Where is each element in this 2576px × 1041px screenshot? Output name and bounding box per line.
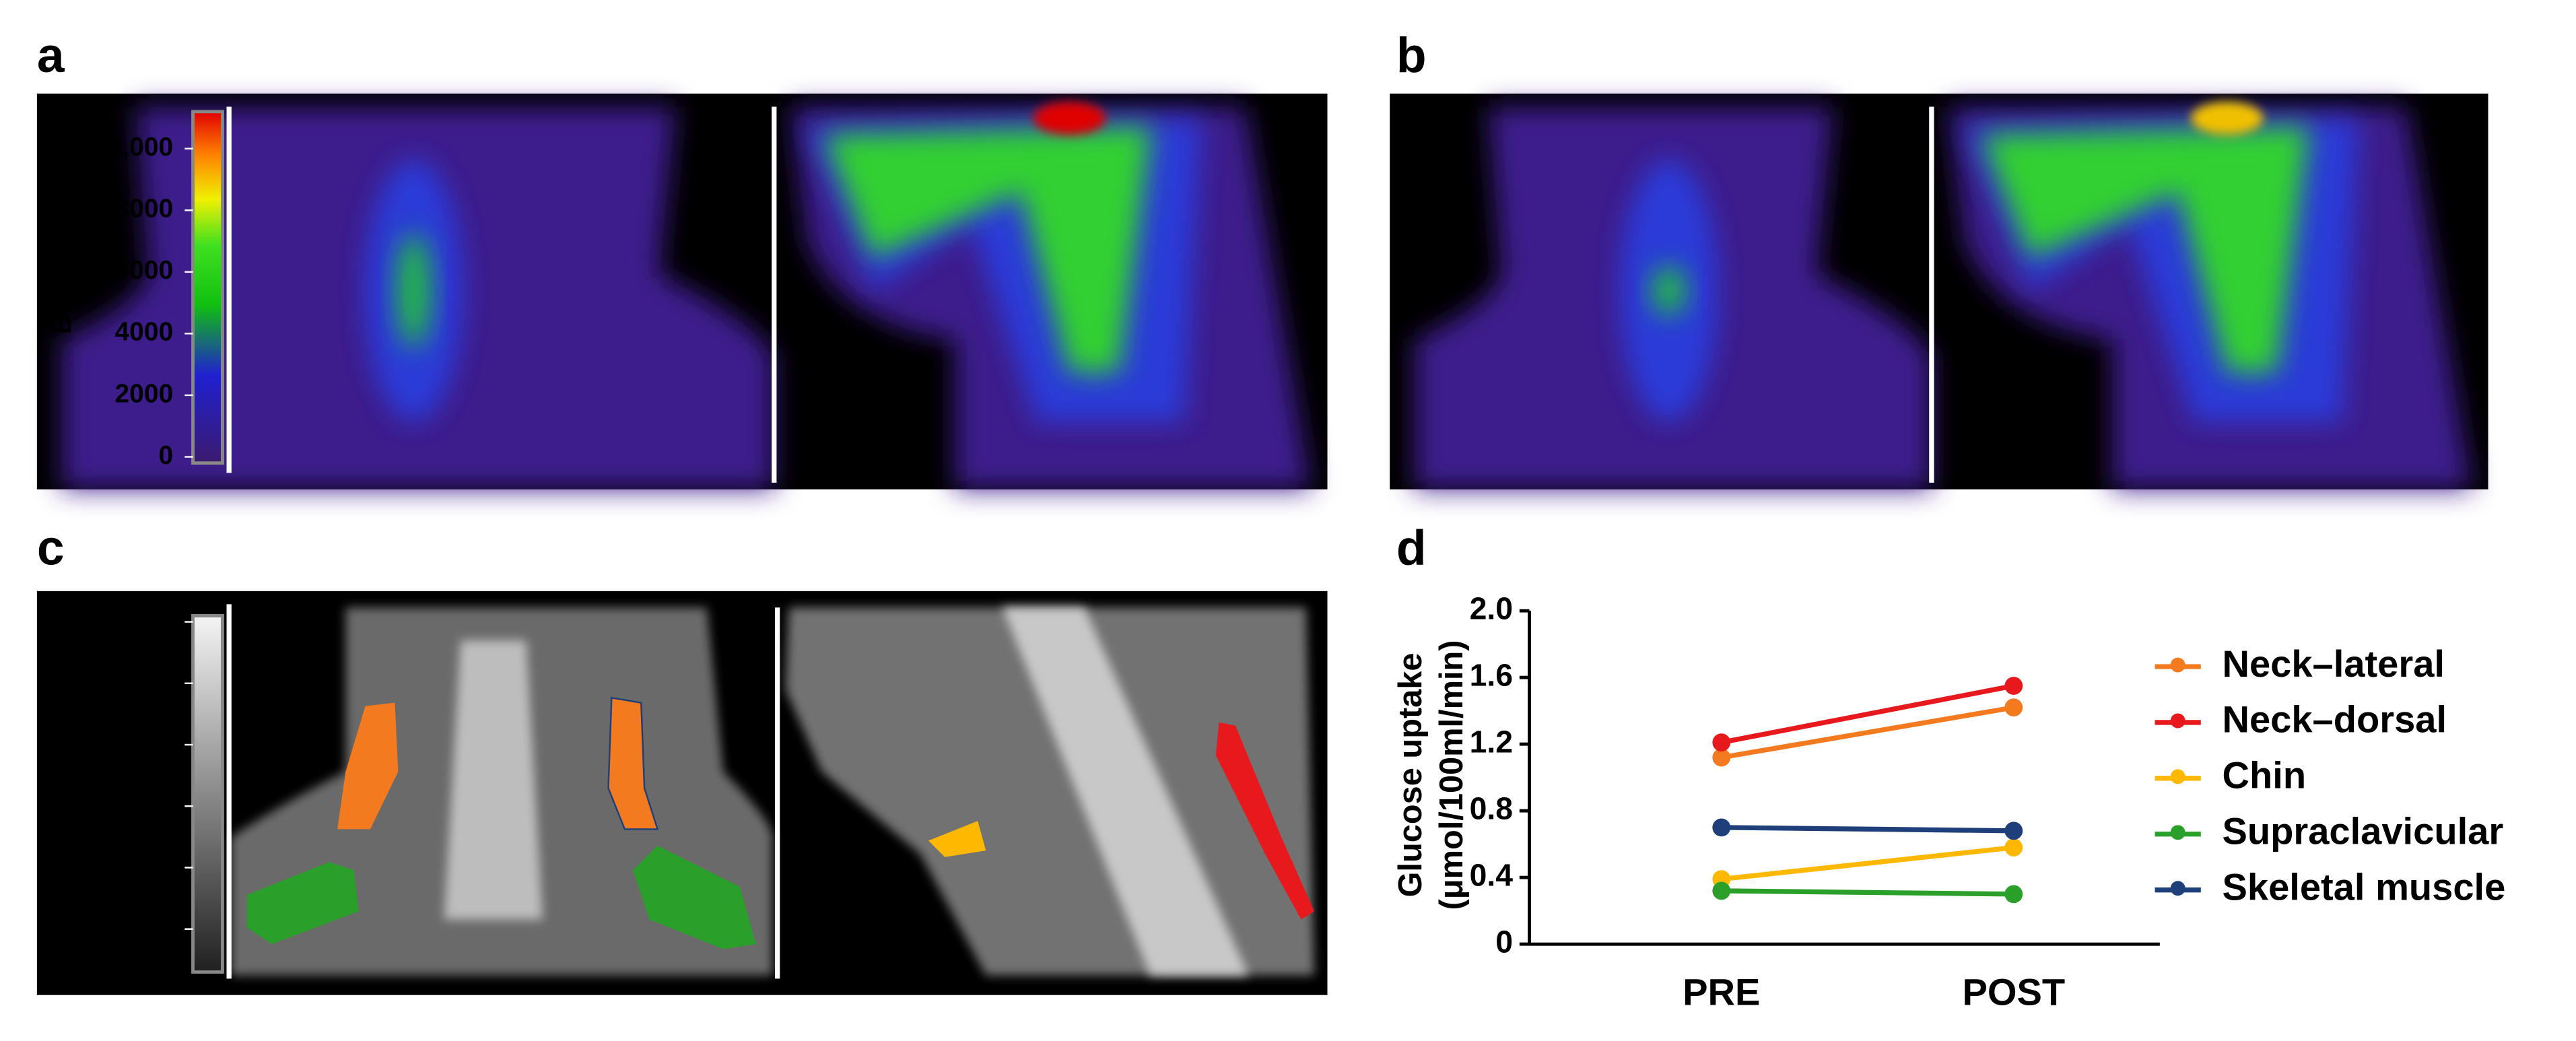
y-tick-label: 1.6 [1470,657,1513,692]
roi-yellow [928,821,986,857]
legend-label: Supraclavicular [2222,810,2503,852]
colorbar-tick-label: 6000 [115,256,174,285]
data-point [2004,821,2023,840]
data-point [2004,698,2023,717]
roi-green [247,862,359,945]
y-tick-label: 0.8 [1470,791,1513,826]
panel-label: d [1396,520,1427,576]
uptake [1652,266,1686,316]
panel-label: c [37,520,65,576]
data-point [2004,885,2023,904]
colorbar-tick-label: - 500 [113,913,173,942]
roi-orange [607,696,659,830]
colorbar [191,110,224,465]
pet-image [1414,102,2472,490]
colorbar-tick-label: 1000 [115,729,174,758]
pet-image [61,102,1312,490]
panel-label: b [1396,28,1427,83]
legend-label: Skeletal muscle [2222,865,2505,908]
uptake [823,126,1152,373]
hot-spot [2191,102,2264,135]
y-tick-label: 0 [1495,924,1513,959]
panel-label: a [37,28,65,83]
uptake [397,233,430,348]
colorbar-tick-label: 1500 [115,667,174,696]
series-line [1721,705,2014,760]
hot-spot [1033,102,1106,135]
y-axis-label: Glucose uptake [1392,652,1429,897]
legend-marker [2170,825,2185,840]
y-tick-label: 2.0 [1470,591,1513,626]
series-line [1721,844,2014,882]
legend-marker [2170,657,2185,673]
roi-green [633,845,756,949]
colorbar-tick-label: 0 [159,441,174,470]
colorbar-label: Bq/ml [45,257,77,334]
x-tick-label: POST [1962,971,2065,1013]
legend-label: Chin [2222,754,2306,797]
y-tick-label: 0.4 [1470,857,1514,892]
data-point [2004,838,2023,857]
roi-orange [337,702,399,830]
series-line [1721,683,2014,745]
x-tick-label: PRE [1683,971,1760,1013]
data-point [2004,677,2023,695]
legend-label: Neck–lateral [2222,642,2444,685]
series-line [1721,888,2014,897]
uptake [1981,126,2309,373]
colorbar-label: HU [57,743,88,784]
colorbar-tick-label: 2000 [115,379,174,408]
ct-vertebrae [1002,607,1249,976]
ct-spine [444,640,543,920]
data-point [1712,818,1731,837]
y-tick-label: 1.2 [1470,724,1513,759]
roi-red [1215,722,1315,920]
y-axis-label: (μmol/100ml/min) [1433,640,1470,910]
colorbar-tick-label: 4000 [115,318,174,347]
colorbar-tick-label: 0 [159,852,174,881]
colorbar-tick-label: 10,000 [93,133,173,162]
legend-marker [2170,769,2185,784]
data-point [1712,733,1731,752]
colorbar [191,613,224,974]
data-point [1712,748,1731,767]
colorbar-tick-label: 500 [129,791,173,819]
colorbar-tick-label: 2000 [115,606,174,635]
series-line [1721,825,2014,834]
legend-label: Neck–dorsal [2222,698,2447,741]
legend-marker [2170,713,2185,729]
data-point [1712,881,1731,900]
legend-marker [2170,881,2185,896]
colorbar-tick-label: 8000 [115,195,174,224]
